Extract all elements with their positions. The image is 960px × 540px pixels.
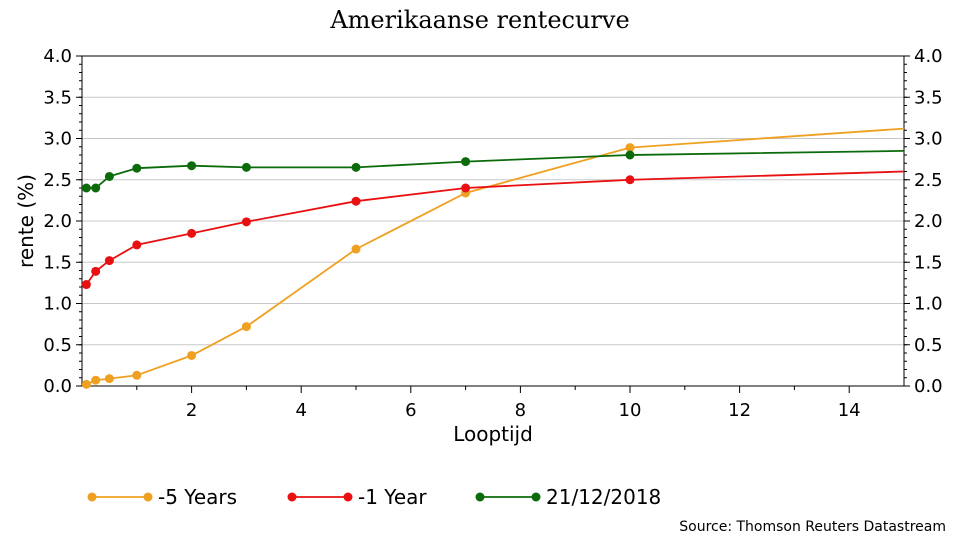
y-tick-label-left: 0.5	[43, 335, 72, 356]
data-point	[461, 157, 471, 167]
legend-marker	[287, 492, 297, 502]
data-point	[625, 150, 635, 160]
data-point	[81, 280, 91, 290]
y-tick-label-left: 4.0	[43, 46, 72, 67]
legend-marker	[475, 492, 485, 502]
data-point	[104, 171, 114, 181]
series-line	[86, 127, 905, 386]
data-point	[625, 143, 635, 153]
series-1	[81, 170, 905, 290]
y-tick-label-right: 3.5	[914, 87, 943, 108]
x-axis-label: Looptijd	[453, 422, 533, 446]
data-point	[132, 163, 142, 173]
data-point	[187, 350, 197, 360]
data-point	[187, 228, 197, 238]
data-point	[187, 161, 197, 171]
data-point	[241, 322, 251, 332]
x-tick-label: 14	[838, 400, 861, 421]
data-point	[132, 370, 142, 380]
y-axis-label: rente (%)	[14, 174, 38, 268]
data-point	[351, 244, 361, 254]
series-line	[86, 150, 905, 189]
data-point	[132, 240, 142, 250]
data-point	[351, 162, 361, 172]
y-tick-label-right: 0.0	[914, 376, 943, 397]
y-tick-label-left: 1.0	[43, 294, 72, 315]
series-2	[81, 150, 905, 193]
y-tick-label-right: 1.5	[914, 252, 943, 273]
y-tick-label-right: 0.5	[914, 335, 943, 356]
legend-label: -1 Year	[358, 485, 427, 509]
y-tick-label-left: 1.5	[43, 252, 72, 273]
source-note: Source: Thomson Reuters Datastream	[679, 519, 946, 535]
legend-item: -5 Years	[87, 485, 237, 509]
data-point	[104, 256, 114, 266]
legend-label: -5 Years	[158, 485, 237, 509]
x-tick-label: 4	[295, 400, 306, 421]
data-point	[91, 183, 101, 193]
data-point	[81, 183, 91, 193]
data-point	[91, 266, 101, 276]
y-tick-label-left: 3.5	[43, 87, 72, 108]
data-point	[241, 162, 251, 172]
data-point	[625, 175, 635, 185]
legend-marker	[143, 492, 153, 502]
x-tick-label: 2	[186, 400, 197, 421]
x-tick-label: 12	[728, 400, 751, 421]
series-group	[81, 127, 905, 389]
x-tick-label: 6	[405, 400, 416, 421]
data-point	[241, 217, 251, 227]
chart-title: Amerikaanse rentecurve	[329, 6, 629, 34]
x-tick-label: 10	[619, 400, 642, 421]
legend-item: 21/12/2018	[475, 485, 661, 509]
y-tick-label-right: 1.0	[914, 294, 943, 315]
y-tick-label-right: 4.0	[914, 46, 943, 67]
legend-label: 21/12/2018	[546, 485, 661, 509]
y-tick-label-left: 0.0	[43, 376, 72, 397]
series-0	[81, 127, 905, 389]
data-point	[81, 379, 91, 389]
y-tick-label-left: 2.5	[43, 170, 72, 191]
x-tick-label: 8	[515, 400, 526, 421]
legend-item: -1 Year	[287, 485, 427, 509]
data-point	[91, 375, 101, 385]
axis-ticks: 0.0 0.0 0.5 0.5 1.0 1.0 1.5 1.5 2.0 2.0 2.5 2.5 3.0 3…	[43, 46, 942, 421]
y-tick-label-right: 2.5	[914, 170, 943, 191]
data-point	[461, 183, 471, 193]
series-line	[85, 170, 905, 286]
legend: -5 Years -1 Year 21/12/2018	[87, 485, 661, 509]
y-tick-label-left: 2.0	[43, 211, 72, 232]
data-point	[104, 374, 114, 384]
y-tick-label-right: 2.0	[914, 211, 943, 232]
y-tick-label-right: 3.0	[914, 129, 943, 150]
legend-marker	[87, 492, 97, 502]
grid-lines	[82, 55, 904, 387]
legend-marker	[531, 492, 541, 502]
y-tick-label-left: 3.0	[43, 129, 72, 150]
legend-marker	[343, 492, 353, 502]
data-point	[351, 196, 361, 206]
